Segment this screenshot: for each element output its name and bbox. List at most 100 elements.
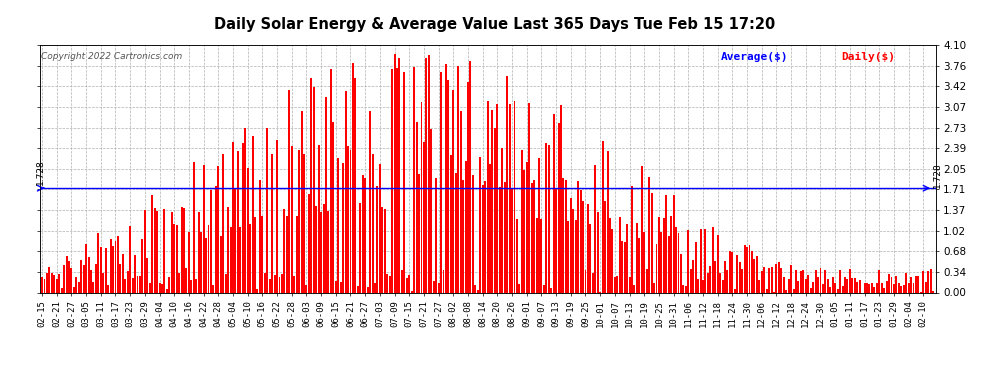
Bar xyxy=(156,211,158,292)
Bar xyxy=(489,164,491,292)
Bar xyxy=(592,273,594,292)
Bar xyxy=(281,274,283,292)
Bar xyxy=(132,278,134,292)
Bar xyxy=(547,145,549,292)
Bar xyxy=(421,102,423,292)
Bar xyxy=(438,283,440,292)
Bar xyxy=(567,220,569,292)
Bar xyxy=(338,159,340,292)
Bar xyxy=(462,180,464,292)
Bar xyxy=(908,283,910,292)
Bar xyxy=(543,285,545,292)
Text: Average($): Average($) xyxy=(721,53,788,62)
Bar xyxy=(577,181,579,292)
Bar xyxy=(531,183,533,292)
Bar xyxy=(582,201,584,292)
Bar xyxy=(245,128,247,292)
Bar xyxy=(256,289,258,292)
Bar xyxy=(775,264,777,292)
Bar xyxy=(63,266,65,292)
Bar xyxy=(166,290,168,292)
Bar xyxy=(670,216,672,292)
Bar xyxy=(765,290,767,292)
Text: Daily($): Daily($) xyxy=(842,53,896,63)
Bar xyxy=(50,273,52,292)
Bar xyxy=(876,283,878,292)
Bar xyxy=(276,140,278,292)
Bar xyxy=(501,148,503,292)
Bar xyxy=(918,276,920,292)
Bar xyxy=(933,291,935,292)
Bar xyxy=(925,282,927,292)
Bar xyxy=(278,278,280,292)
Bar xyxy=(454,173,456,292)
Bar xyxy=(436,178,438,292)
Bar xyxy=(631,186,633,292)
Bar xyxy=(288,90,290,292)
Bar xyxy=(560,105,562,292)
Bar xyxy=(283,209,285,292)
Bar xyxy=(168,277,170,292)
Bar xyxy=(376,186,378,292)
Bar xyxy=(195,279,197,292)
Bar xyxy=(220,236,222,292)
Bar xyxy=(55,279,57,292)
Bar xyxy=(208,225,210,292)
Bar xyxy=(802,270,804,292)
Bar xyxy=(87,257,89,292)
Bar xyxy=(343,163,345,292)
Bar xyxy=(198,211,200,292)
Bar xyxy=(163,209,165,292)
Bar xyxy=(648,177,650,292)
Bar xyxy=(83,266,84,292)
Bar xyxy=(575,220,577,292)
Bar xyxy=(743,245,745,292)
Bar xyxy=(702,280,704,292)
Bar xyxy=(366,287,368,292)
Bar xyxy=(356,286,358,292)
Bar xyxy=(572,209,574,292)
Bar xyxy=(898,283,900,292)
Bar xyxy=(112,246,114,292)
Bar xyxy=(524,170,526,292)
Bar xyxy=(602,141,604,292)
Bar xyxy=(441,72,443,292)
Bar xyxy=(550,288,552,292)
Bar xyxy=(868,284,870,292)
Bar xyxy=(293,276,295,292)
Bar xyxy=(193,162,195,292)
Bar xyxy=(147,258,148,292)
Bar xyxy=(660,232,662,292)
Bar xyxy=(403,72,405,292)
Bar xyxy=(903,285,905,292)
Bar xyxy=(398,58,400,292)
Bar xyxy=(827,279,829,292)
Bar xyxy=(680,254,682,292)
Bar xyxy=(653,283,655,292)
Bar xyxy=(685,286,687,292)
Bar xyxy=(815,270,817,292)
Bar xyxy=(330,69,332,292)
Bar xyxy=(268,279,270,292)
Bar xyxy=(254,217,256,292)
Bar xyxy=(682,285,684,292)
Bar xyxy=(218,166,219,292)
Bar xyxy=(905,273,907,292)
Bar xyxy=(629,277,631,292)
Bar xyxy=(650,193,652,292)
Bar xyxy=(677,233,679,292)
Bar xyxy=(452,90,454,292)
Bar xyxy=(788,279,790,292)
Bar xyxy=(457,66,459,292)
Bar xyxy=(793,289,795,292)
Bar xyxy=(565,180,567,292)
Bar xyxy=(516,219,518,292)
Bar xyxy=(732,252,734,292)
Bar xyxy=(915,276,917,292)
Bar xyxy=(271,154,273,292)
Bar xyxy=(139,276,141,292)
Bar xyxy=(825,270,827,292)
Bar xyxy=(232,142,234,292)
Bar xyxy=(714,261,716,292)
Bar xyxy=(180,207,182,292)
